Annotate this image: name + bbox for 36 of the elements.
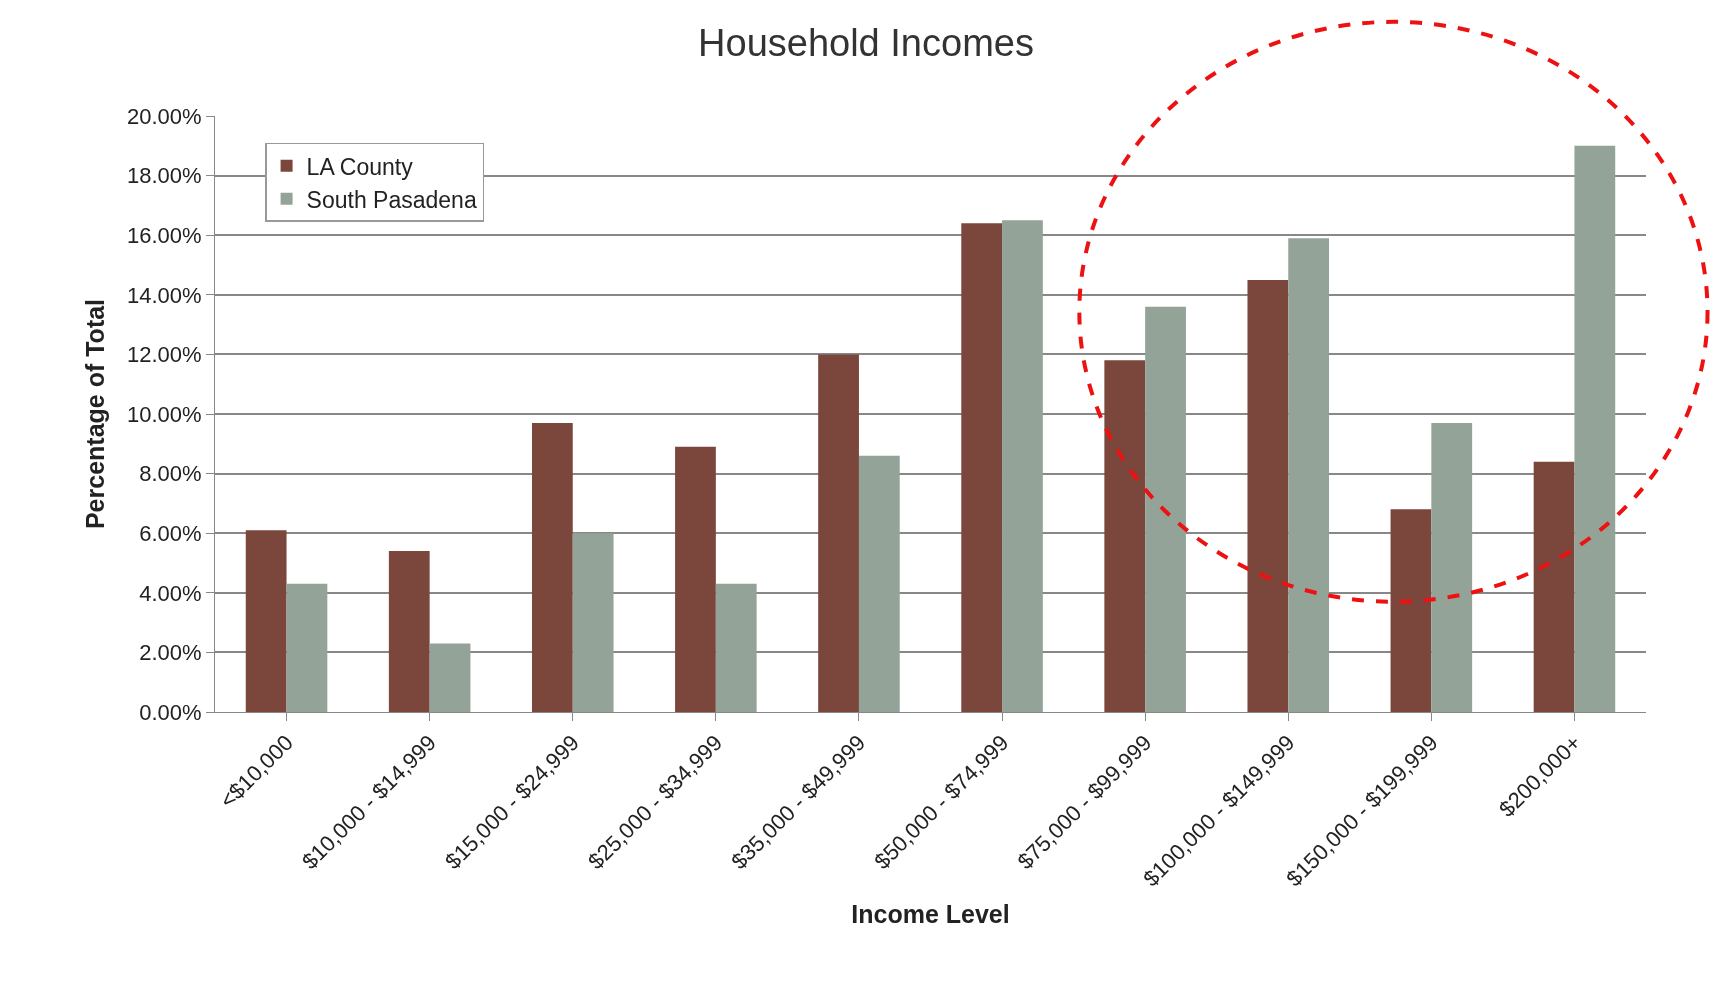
y-tick-label: 12.00% [126, 342, 202, 368]
x-axis-title: Income Level [851, 900, 1010, 929]
bar [572, 533, 614, 712]
y-tick-label: 10.00% [126, 401, 202, 427]
y-tick-label: 4.00% [139, 580, 202, 606]
y-tick-label: 16.00% [126, 222, 202, 248]
y-tick-label: 14.00% [126, 282, 202, 308]
bar [675, 446, 716, 712]
bar [1247, 279, 1289, 712]
y-axis-title: Percentage of Total [80, 298, 109, 530]
legend-label: LA County [306, 153, 414, 180]
y-tick-label: 8.00% [139, 461, 202, 487]
bar [818, 354, 859, 712]
y-tick-label: 6.00% [139, 520, 202, 546]
bar [1145, 306, 1186, 712]
bar [1104, 360, 1146, 712]
y-tick-label: 20.00% [126, 103, 202, 129]
bar [858, 455, 900, 712]
bar [429, 643, 471, 712]
bar [1002, 220, 1043, 712]
bar [1431, 422, 1473, 712]
bar [1390, 509, 1432, 712]
y-tick-label: 18.00% [126, 163, 202, 189]
bar [1288, 238, 1330, 712]
bar [1574, 145, 1616, 712]
bar [245, 530, 287, 712]
bar [1533, 461, 1575, 712]
bar [715, 583, 757, 712]
bar [961, 223, 1003, 712]
y-tick-label: 0.00% [139, 699, 202, 725]
y-tick-label: 2.00% [139, 640, 202, 666]
bar [388, 551, 430, 712]
bar [531, 422, 573, 712]
legend-label: South Pasadena [306, 186, 477, 213]
chart-title: Household Incomes [698, 22, 1034, 65]
bar [286, 583, 328, 712]
